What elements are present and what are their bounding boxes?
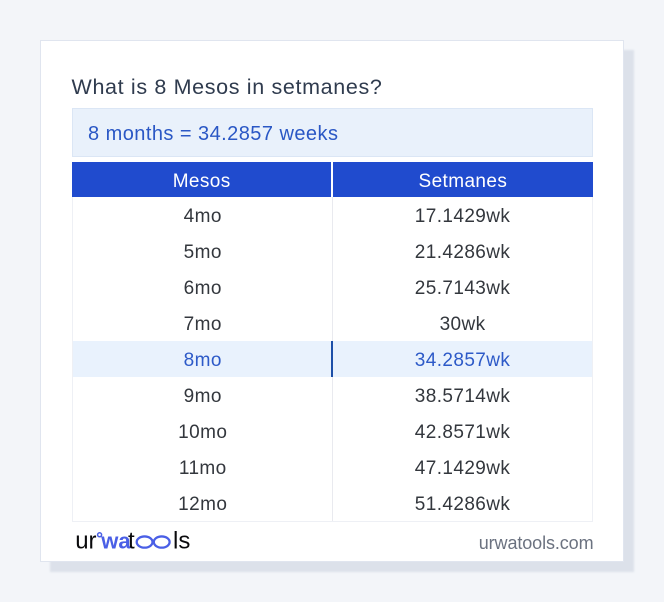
svg-text:ur: ur bbox=[75, 528, 96, 555]
svg-text:wa: wa bbox=[100, 529, 131, 554]
svg-text:ls: ls bbox=[173, 528, 190, 555]
svg-text:t: t bbox=[128, 528, 135, 555]
